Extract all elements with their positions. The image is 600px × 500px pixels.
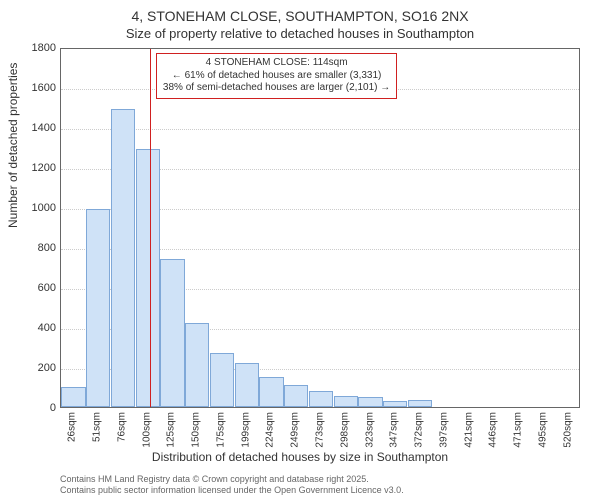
xtick-label: 397sqm	[438, 412, 449, 448]
xtick-label: 224sqm	[265, 412, 276, 448]
bar	[210, 353, 234, 407]
xtick-label: 323sqm	[364, 412, 375, 448]
xtick-label: 76sqm	[116, 412, 127, 442]
xtick-label: 273sqm	[315, 412, 326, 448]
xtick-label: 150sqm	[191, 412, 202, 448]
marker-callout: 4 STONEHAM CLOSE: 114sqm ← 61% of detach…	[156, 53, 397, 99]
xtick-label: 347sqm	[389, 412, 400, 448]
ytick-label: 1000	[6, 202, 56, 214]
xtick-label: 495sqm	[537, 412, 548, 448]
ytick-label: 1800	[6, 42, 56, 54]
xtick-label: 446sqm	[488, 412, 499, 448]
bar	[358, 397, 382, 407]
page-title-line2: Size of property relative to detached ho…	[0, 26, 600, 41]
ytick-label: 800	[6, 242, 56, 254]
bar	[86, 209, 110, 407]
chart-plot-area: 4 STONEHAM CLOSE: 114sqm ← 61% of detach…	[60, 48, 580, 408]
xtick-label: 175sqm	[215, 412, 226, 448]
xtick-label: 100sqm	[141, 412, 152, 448]
xtick-label: 298sqm	[339, 412, 350, 448]
xtick-label: 199sqm	[240, 412, 251, 448]
ytick-label: 200	[6, 362, 56, 374]
callout-line-2: 38% of semi-detached houses are larger (…	[163, 82, 390, 95]
xtick-label: 421sqm	[463, 412, 474, 448]
ytick-label: 1200	[6, 162, 56, 174]
bar	[136, 149, 160, 407]
gridline	[61, 129, 579, 130]
xtick-label: 249sqm	[290, 412, 301, 448]
xtick-label: 51sqm	[92, 412, 103, 442]
ytick-label: 400	[6, 322, 56, 334]
xtick-label: 471sqm	[513, 412, 524, 448]
x-axis-label: Distribution of detached houses by size …	[0, 450, 600, 464]
bar	[111, 109, 135, 407]
bar	[235, 363, 259, 407]
bar	[259, 377, 283, 407]
bar	[334, 396, 358, 407]
marker-line	[150, 49, 151, 407]
callout-line-0: 4 STONEHAM CLOSE: 114sqm	[163, 57, 390, 70]
footnote-line-1: Contains HM Land Registry data © Crown c…	[60, 474, 404, 485]
xtick-label: 520sqm	[562, 412, 573, 448]
xtick-label: 372sqm	[414, 412, 425, 448]
bar	[61, 387, 85, 407]
bar	[160, 259, 184, 407]
bar	[309, 391, 333, 407]
callout-line-1: ← 61% of detached houses are smaller (3,…	[163, 70, 390, 83]
bar	[383, 401, 407, 407]
ytick-label: 1600	[6, 82, 56, 94]
footnote-line-2: Contains public sector information licen…	[60, 485, 404, 496]
xtick-label: 125sqm	[166, 412, 177, 448]
bar	[185, 323, 209, 407]
bar	[408, 400, 432, 407]
ytick-label: 0	[6, 402, 56, 414]
xtick-label: 26sqm	[67, 412, 78, 442]
footnote: Contains HM Land Registry data © Crown c…	[60, 474, 404, 496]
page-title-line1: 4, STONEHAM CLOSE, SOUTHAMPTON, SO16 2NX	[0, 8, 600, 24]
ytick-label: 600	[6, 282, 56, 294]
bar	[284, 385, 308, 407]
ytick-label: 1400	[6, 122, 56, 134]
